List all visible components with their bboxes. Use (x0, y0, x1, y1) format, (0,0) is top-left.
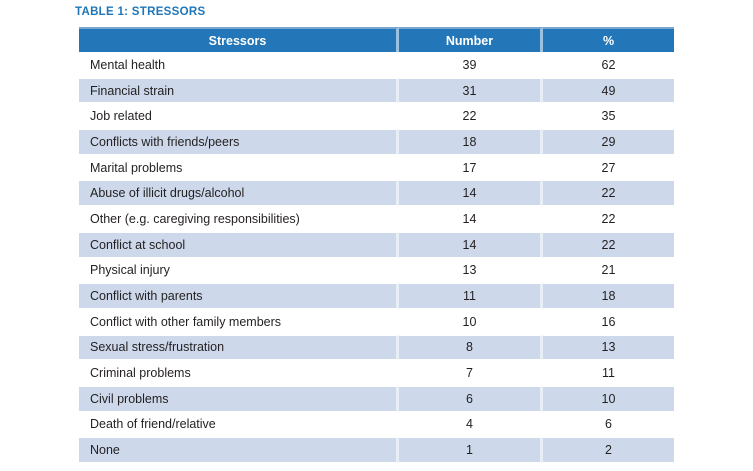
percent-cell: 21 (543, 257, 674, 284)
number-cell: 7 (399, 360, 543, 386)
number-cell: 39 (399, 52, 543, 78)
table-row: Sexual stress/frustration 8 13 (79, 334, 674, 361)
percent-cell: 18 (543, 283, 674, 309)
percent-cell: 49 (543, 77, 674, 104)
stressor-cell: Sexual stress/frustration (79, 334, 399, 361)
stressor-cell: Physical injury (79, 257, 399, 284)
number-cell: 22 (399, 103, 543, 130)
table-row: Conflicts with friends/peers 18 29 (79, 129, 674, 155)
stressor-cell: Financial strain (79, 77, 399, 104)
stressor-cell: Conflict with parents (79, 283, 399, 309)
table-row: Other (e.g. caregiving responsibilities)… (79, 206, 674, 232)
percent-cell: 16 (543, 308, 674, 335)
percent-cell: 22 (543, 231, 674, 258)
stressors-table: Stressors Number % Mental health 39 62 F… (79, 27, 674, 463)
stressor-cell: Marital problems (79, 154, 399, 181)
table-row: None 1 2 (79, 437, 674, 463)
table-row: Conflict at school 14 22 (79, 231, 674, 258)
percent-cell: 35 (543, 103, 674, 130)
stressor-cell: Conflict with other family members (79, 308, 399, 335)
percent-cell: 22 (543, 206, 674, 232)
stressor-cell: None (79, 437, 399, 463)
stressor-cell: Conflicts with friends/peers (79, 129, 399, 155)
stressor-cell: Civil problems (79, 385, 399, 412)
number-cell: 17 (399, 154, 543, 181)
table-row: Conflict with other family members 10 16 (79, 308, 674, 335)
number-cell: 31 (399, 77, 543, 104)
number-cell: 1 (399, 437, 543, 463)
table-body: Mental health 39 62 Financial strain 31 … (79, 52, 674, 463)
header-stressors: Stressors (79, 27, 399, 52)
percent-cell: 6 (543, 411, 674, 438)
number-cell: 8 (399, 334, 543, 361)
stressor-cell: Conflict at school (79, 231, 399, 258)
number-cell: 4 (399, 411, 543, 438)
percent-cell: 10 (543, 385, 674, 412)
number-cell: 14 (399, 206, 543, 232)
table-row: Physical injury 13 21 (79, 257, 674, 284)
table-row: Financial strain 31 49 (79, 77, 674, 104)
header-percent: % (543, 27, 674, 52)
percent-cell: 13 (543, 334, 674, 361)
header-row: Stressors Number % (79, 27, 674, 52)
number-cell: 14 (399, 180, 543, 207)
table-row: Criminal problems 7 11 (79, 360, 674, 386)
table-row: Abuse of illicit drugs/alcohol 14 22 (79, 180, 674, 207)
table-row: Death of friend/relative 4 6 (79, 411, 674, 438)
table-row: Marital problems 17 27 (79, 154, 674, 181)
percent-cell: 27 (543, 154, 674, 181)
table-row: Mental health 39 62 (79, 52, 674, 78)
stressor-cell: Other (e.g. caregiving responsibilities) (79, 206, 399, 232)
percent-cell: 11 (543, 360, 674, 386)
number-cell: 10 (399, 308, 543, 335)
number-cell: 18 (399, 129, 543, 155)
stressor-cell: Job related (79, 103, 399, 130)
number-cell: 14 (399, 231, 543, 258)
table-row: Job related 22 35 (79, 103, 674, 130)
table-row: Conflict with parents 11 18 (79, 283, 674, 309)
percent-cell: 29 (543, 129, 674, 155)
table-title: TABLE 1: STRESSORS (75, 6, 206, 18)
stressor-cell: Mental health (79, 52, 399, 78)
number-cell: 13 (399, 257, 543, 284)
table-row: Civil problems 6 10 (79, 385, 674, 412)
percent-cell: 22 (543, 180, 674, 207)
number-cell: 11 (399, 283, 543, 309)
page: TABLE 1: STRESSORS Stressors Number % Me… (75, 0, 674, 463)
stressor-cell: Abuse of illicit drugs/alcohol (79, 180, 399, 207)
percent-cell: 2 (543, 437, 674, 463)
header-number: Number (399, 27, 543, 52)
stressor-cell: Criminal problems (79, 360, 399, 386)
percent-cell: 62 (543, 52, 674, 78)
stressor-cell: Death of friend/relative (79, 411, 399, 438)
number-cell: 6 (399, 385, 543, 412)
